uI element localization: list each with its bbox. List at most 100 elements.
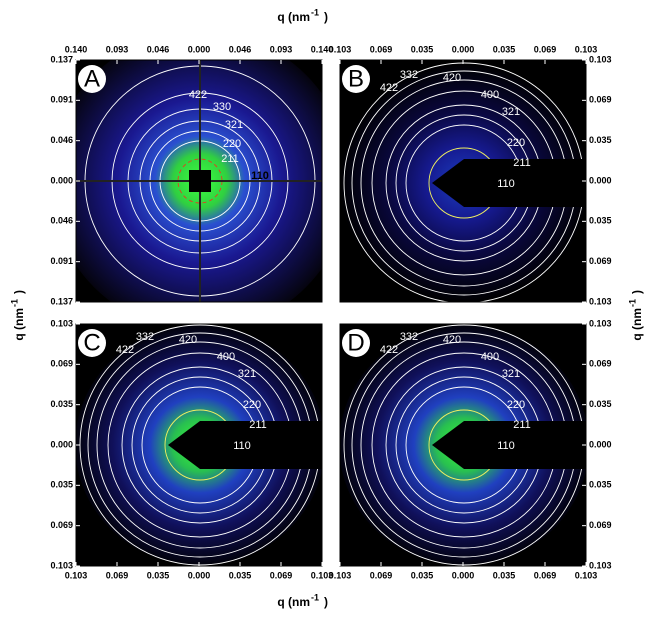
- ring-label: 220: [507, 399, 525, 411]
- y-tick-label: 0.137: [50, 54, 73, 64]
- y-tick-label: 0.069: [589, 95, 612, 105]
- y-tick-label: 0.000: [589, 439, 612, 449]
- y-tick-label: 0.091: [50, 256, 73, 266]
- beamstop: [189, 170, 211, 192]
- y-tick-label: 0.069: [50, 359, 73, 369]
- x-tick-label: 0.069: [534, 44, 557, 54]
- x-tick-label: 0.046: [147, 44, 170, 54]
- ring-label: 211: [249, 419, 267, 431]
- ring-label: 110: [251, 170, 269, 182]
- ring-label: 211: [513, 419, 531, 431]
- ring-label: 422: [116, 344, 134, 356]
- x-tick-label: 0.140: [311, 44, 334, 54]
- ring-label: 220: [223, 138, 241, 150]
- ring-label: 330: [213, 101, 231, 113]
- ring-label: 422: [380, 82, 398, 94]
- x-tick-label: 0.103: [575, 44, 598, 54]
- ring-label: 400: [481, 89, 499, 101]
- ring-label: 400: [217, 351, 235, 363]
- x-tick-label: 0.000: [452, 44, 475, 54]
- ring-label: 420: [179, 334, 197, 346]
- x-tick-label: 0.103: [65, 570, 88, 580]
- ring-label: 332: [400, 69, 418, 81]
- y-tick-label: 0.091: [50, 95, 73, 105]
- x-tick-label: 0.035: [411, 570, 434, 580]
- panel-letter: D: [347, 329, 364, 356]
- y-tick-label: 0.103: [589, 560, 612, 570]
- ring-label: 422: [380, 344, 398, 356]
- ring-label: 321: [225, 119, 243, 131]
- pattern-image: [76, 324, 322, 566]
- y-label-sup: -1: [627, 299, 637, 307]
- ring-label: 321: [238, 368, 256, 380]
- x-label: q (nm: [277, 595, 310, 609]
- ring-label: 420: [443, 72, 461, 84]
- x-tick-label: 0.000: [452, 570, 475, 580]
- x-label: q (nm: [277, 10, 310, 24]
- y-tick-label: 0.035: [589, 216, 612, 226]
- y-tick-label: 0.103: [50, 560, 73, 570]
- y-label: q (nm: [12, 308, 26, 341]
- x-label-sup: -1: [311, 592, 319, 602]
- y-tick-label: 0.069: [50, 520, 73, 530]
- y-tick-label: 0.137: [50, 296, 73, 306]
- panel-letter: B: [348, 65, 364, 92]
- y-tick-label: 0.046: [50, 135, 73, 145]
- x-tick-label: 0.069: [270, 570, 293, 580]
- ring-label: 422: [189, 89, 207, 101]
- y-tick-label: 0.035: [50, 399, 73, 409]
- x-axis-title-bottom: q (nm -1 ): [277, 592, 328, 609]
- y-tick-label: 0.035: [589, 480, 612, 490]
- y-tick-label: 0.103: [589, 296, 612, 306]
- y-tick-label: 0.035: [589, 135, 612, 145]
- x-tick-label: 0.035: [411, 44, 434, 54]
- panel: 422 330 321 220 211 110 A 0.140 0.093 0.046 0.000 0…: [50, 44, 334, 306]
- y-tick-label: 0.069: [589, 359, 612, 369]
- ring-label: 110: [233, 440, 251, 452]
- x-label-end: ): [324, 595, 328, 609]
- panel-badge: [78, 329, 106, 357]
- pattern-image: [76, 60, 322, 302]
- ring-label: 110: [497, 178, 515, 190]
- x-tick-label: 0.103: [575, 570, 598, 580]
- y-label-end: ): [12, 290, 26, 294]
- x-tick-label: 0.035: [229, 570, 252, 580]
- y-tick-label: 0.000: [50, 175, 73, 185]
- ring-label: 332: [400, 331, 418, 343]
- y-tick-label: 0.069: [589, 520, 612, 530]
- beamstop: [432, 159, 586, 207]
- panel-badge: [342, 65, 370, 93]
- ring-label: 400: [481, 351, 499, 363]
- ring-label: 321: [502, 106, 520, 118]
- y-axis-title-left: q (nm -1 ): [9, 290, 26, 341]
- y-tick-label: 0.000: [589, 175, 612, 185]
- ring-label: 220: [507, 137, 525, 149]
- ring-label: 211: [513, 157, 531, 169]
- y-tick-label: 0.103: [589, 54, 612, 64]
- y-label: q (nm: [630, 308, 644, 341]
- panel-letter: A: [84, 65, 100, 92]
- panel-badge: [78, 65, 106, 93]
- x-tick-label: 0.000: [188, 570, 211, 580]
- x-tick-label: 0.046: [229, 44, 252, 54]
- beamstop: [432, 421, 586, 469]
- ring-label: 420: [443, 334, 461, 346]
- y-tick-label: 0.103: [589, 318, 612, 328]
- panel-badge: [342, 329, 370, 357]
- x-tick-label: 0.069: [370, 44, 393, 54]
- x-tick-label: 0.103: [329, 570, 352, 580]
- x-label-end: ): [324, 10, 328, 24]
- x-tick-label: 0.140: [65, 44, 88, 54]
- panel-letter: C: [83, 329, 100, 356]
- y-tick-label: 0.000: [50, 439, 73, 449]
- beamstop: [168, 421, 322, 469]
- y-label-end: ): [630, 290, 644, 294]
- y-tick-label: 0.103: [50, 318, 73, 328]
- y-tick-label: 0.069: [589, 256, 612, 266]
- ring-label: 110: [497, 440, 515, 452]
- ring-label: 211: [221, 153, 239, 165]
